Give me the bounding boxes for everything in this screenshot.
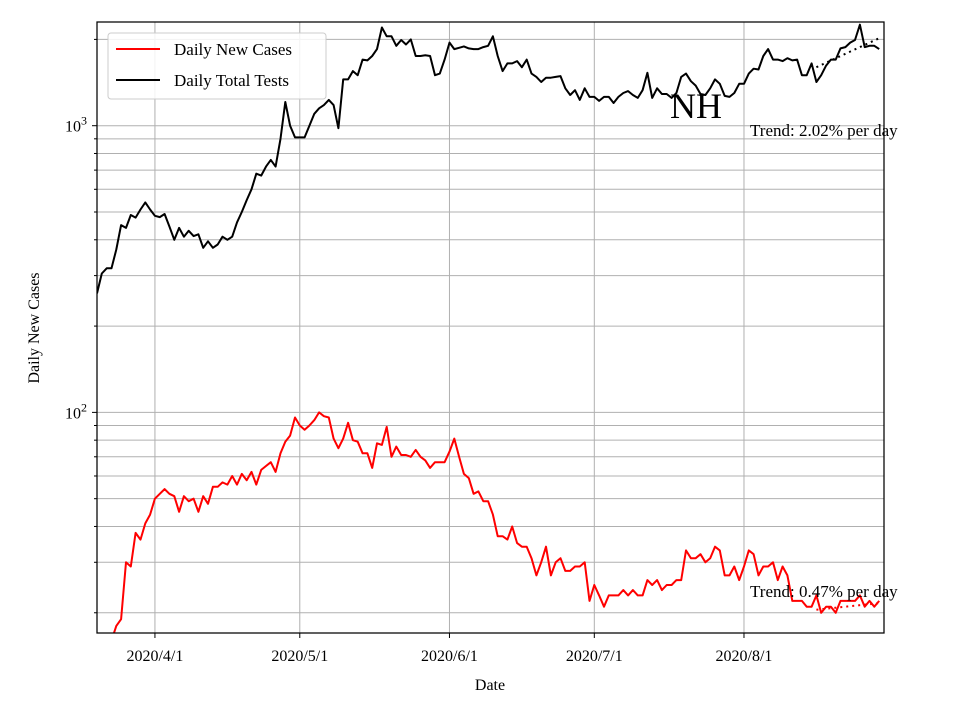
- y-axis-label: Daily New Cases: [26, 272, 43, 383]
- legend-label-cases: Daily New Cases: [174, 40, 292, 59]
- x-tick-label: 2020/6/1: [421, 648, 478, 665]
- trend-line: [816, 602, 880, 611]
- y-tick-label: 102: [65, 400, 87, 422]
- plot-frame: [96, 21, 885, 634]
- x-axis: 2020/4/1 2020/5/1 2020/6/1 2020/7/1 2020/8/1: [126, 633, 772, 665]
- state-label: NH: [670, 86, 722, 126]
- legend: Daily New Cases Daily Total Tests: [107, 32, 327, 100]
- series-line-1: [97, 23, 880, 294]
- legend-box: [107, 32, 327, 100]
- trend-cases-annotation: Trend: 0.47% per day: [750, 582, 898, 601]
- y-axis: 102 103: [65, 38, 97, 614]
- x-tick-label: 2020/5/1: [271, 648, 328, 665]
- x-tick-label: 2020/8/1: [716, 648, 773, 665]
- x-tick-label: 2020/4/1: [126, 648, 183, 665]
- series-layer: [97, 23, 880, 633]
- x-axis-label: Date: [475, 677, 505, 694]
- legend-label-tests: Daily Total Tests: [174, 71, 289, 90]
- y-tick-label: 103: [65, 114, 87, 136]
- trend-tests-annotation: Trend: 2.02% per day: [750, 121, 898, 140]
- series-line-0: [112, 411, 880, 633]
- x-tick-label: 2020/7/1: [566, 648, 623, 665]
